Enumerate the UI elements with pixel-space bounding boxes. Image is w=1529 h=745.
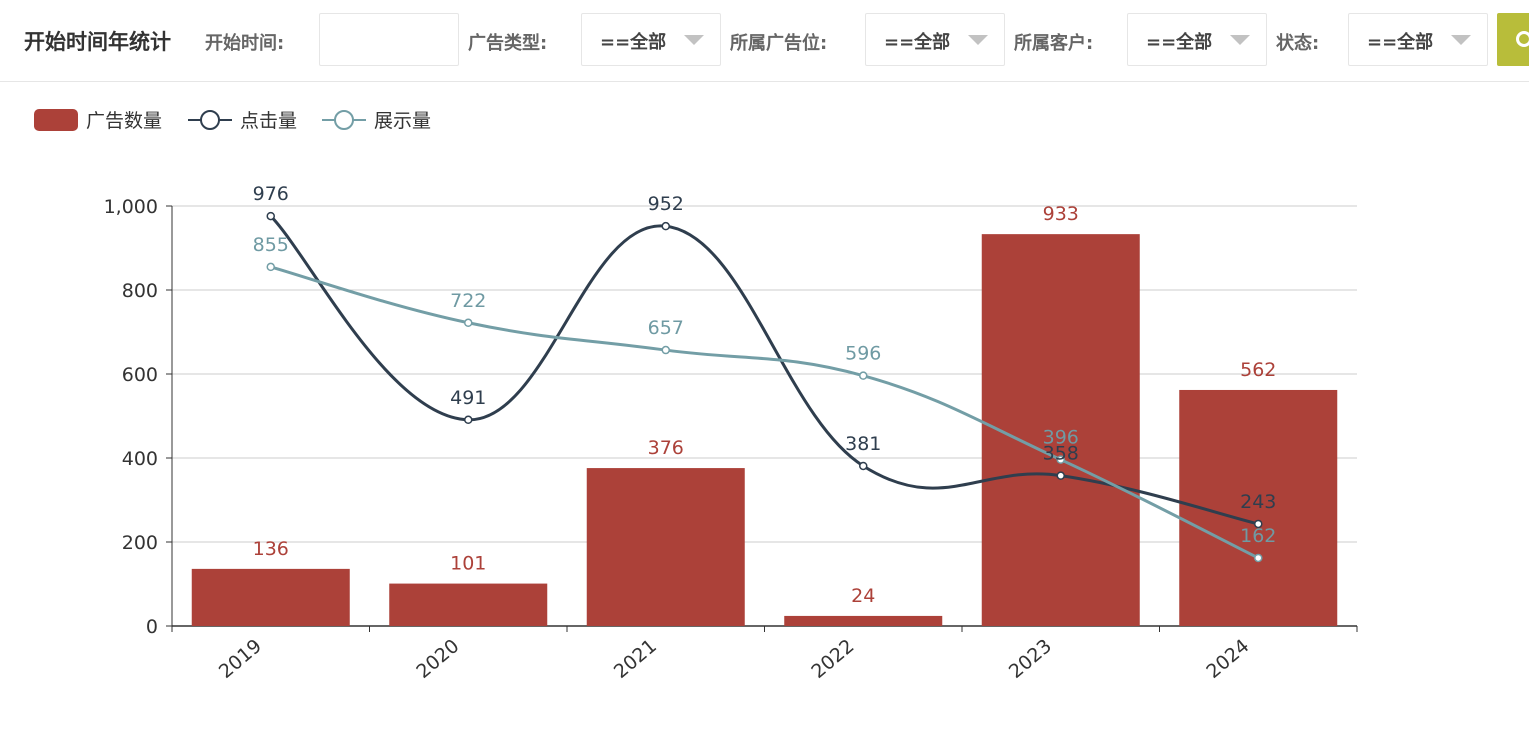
x-tick-label: 2022 xyxy=(807,635,858,683)
ad-type-label: 广告类型: xyxy=(468,33,548,54)
x-tick-label: 2020 xyxy=(412,635,463,683)
ad-slot-label: 所属广告位: xyxy=(730,33,828,54)
click-point xyxy=(266,211,275,221)
chart-legend: 广告数量 点击量 展示量 xyxy=(34,109,431,132)
bar-series xyxy=(191,234,1338,626)
show-value-label: 596 xyxy=(845,343,881,365)
ad-slot-value: ==全部 xyxy=(884,32,951,53)
show-point xyxy=(1056,455,1065,464)
show-line xyxy=(270,265,1259,560)
x-tick-label: 2023 xyxy=(1005,635,1056,683)
legend-label: 广告数量 xyxy=(86,110,162,132)
status-select[interactable]: ==全部 xyxy=(1348,13,1488,66)
customer-label: 所属客户: xyxy=(1014,33,1094,54)
bar-value-label: 562 xyxy=(1240,359,1276,381)
legend-label: 点击量 xyxy=(240,110,297,132)
chevron-down-icon xyxy=(1451,35,1471,45)
show-point xyxy=(859,371,868,380)
show-point xyxy=(266,262,275,272)
y-tick-label: 1,000 xyxy=(104,196,158,218)
bar xyxy=(784,615,943,626)
click-point xyxy=(661,221,670,231)
status-label: 状态: xyxy=(1276,33,1320,54)
legend-click-marker xyxy=(200,110,220,130)
line-series xyxy=(266,211,1263,563)
click-value-label: 976 xyxy=(253,183,289,205)
customer-value: ==全部 xyxy=(1146,32,1213,53)
show-value-label: 855 xyxy=(253,234,289,256)
bar-value-label: 24 xyxy=(851,585,875,607)
x-tick-label: 2021 xyxy=(610,635,661,683)
click-value-label: 358 xyxy=(1043,443,1079,465)
legend-show-marker xyxy=(334,110,354,130)
bar-value-label: 136 xyxy=(253,538,289,560)
chevron-down-icon xyxy=(1230,35,1250,45)
data-labels: 136 101 376 24 933 562 976 491 952 381 358 243 855 72… xyxy=(253,183,1277,607)
x-axis: 2019 2020 2021 2022 2023 2024 xyxy=(171,625,1358,683)
click-point xyxy=(464,415,473,425)
show-value-label: 657 xyxy=(648,317,684,339)
start-time-input[interactable] xyxy=(320,14,458,65)
y-axis: 0 200 400 600 800 1,000 xyxy=(104,196,173,638)
page-title: 开始时间年统计 xyxy=(24,30,171,54)
filter-toolbar: 开始时间年统计 开始时间: 广告类型: ==全部 所属广告位: ==全部 所属客… xyxy=(0,0,1529,82)
chevron-down-icon xyxy=(684,35,704,45)
y-tick-label: 800 xyxy=(122,280,158,302)
start-time-field[interactable] xyxy=(319,13,459,66)
chevron-down-icon xyxy=(968,35,988,45)
bar xyxy=(191,568,350,626)
ad-type-select[interactable]: ==全部 xyxy=(581,13,721,66)
chart-grid xyxy=(172,205,1357,543)
legend-bar-swatch xyxy=(34,109,78,131)
show-value-label: 396 xyxy=(1043,427,1079,449)
x-tick-label: 2019 xyxy=(215,635,266,683)
y-tick-label: 600 xyxy=(122,364,158,386)
ad-type-value: ==全部 xyxy=(600,32,667,53)
click-value-label: 243 xyxy=(1240,491,1276,513)
bar xyxy=(586,468,745,626)
click-value-label: 952 xyxy=(648,193,684,215)
click-value-label: 491 xyxy=(450,387,486,409)
search-button[interactable] xyxy=(1497,13,1529,66)
click-point xyxy=(1056,471,1065,480)
y-tick-label: 400 xyxy=(122,448,158,470)
bar-value-label: 101 xyxy=(450,553,486,575)
click-point xyxy=(859,461,868,471)
y-tick-label: 200 xyxy=(122,532,158,554)
bar xyxy=(389,583,548,626)
show-point xyxy=(464,318,473,328)
search-icon xyxy=(1516,31,1529,47)
bar-value-label: 933 xyxy=(1043,203,1079,225)
x-tick-label: 2024 xyxy=(1202,635,1253,683)
show-point xyxy=(661,345,670,355)
start-time-label: 开始时间: xyxy=(205,33,285,54)
legend-label: 展示量 xyxy=(374,110,431,132)
ad-slot-select[interactable]: ==全部 xyxy=(865,13,1005,66)
show-value-label: 722 xyxy=(450,290,486,312)
bar xyxy=(981,234,1140,626)
status-value: ==全部 xyxy=(1367,32,1434,53)
customer-select[interactable]: ==全部 xyxy=(1127,13,1267,66)
click-value-label: 381 xyxy=(845,433,881,455)
show-point xyxy=(1254,553,1263,563)
y-tick-label: 0 xyxy=(146,616,158,638)
show-value-label: 162 xyxy=(1240,525,1276,547)
click-point xyxy=(1254,519,1263,529)
bar-value-label: 376 xyxy=(648,437,684,459)
